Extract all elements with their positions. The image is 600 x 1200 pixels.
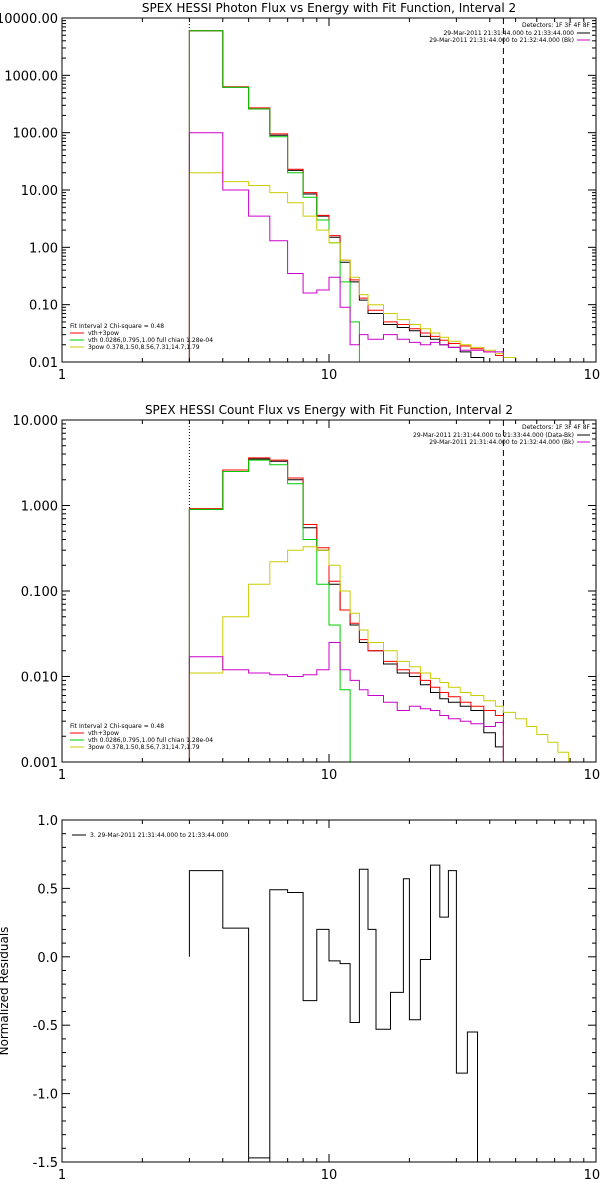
y-tick-label: 1.000: [21, 500, 58, 515]
chart-panel-2: SPEX HESSI Count Flux vs Energy with Fit…: [13, 403, 600, 783]
y-tick-label: -1.5: [33, 1156, 58, 1171]
legend-top-left: 3. 29-Mar-2011 21:31:44.000 to 21:33:44.…: [72, 832, 228, 839]
chart-title: SPEX HESSI Count Flux vs Energy with Fit…: [145, 403, 513, 417]
y-tick-label: 1.0: [37, 814, 58, 829]
legend-header: Fit Interval 2 Chi-square = 0.48: [70, 323, 164, 330]
y-tick-label: 10.00: [21, 184, 58, 199]
y-tick-label: 0.010: [21, 671, 58, 686]
y-tick-label: -0.5: [33, 1019, 58, 1034]
legend-entry-label: 3. 29-Mar-2011 21:31:44.000 to 21:33:44.…: [90, 832, 228, 839]
plot-frame: [61, 17, 597, 363]
chart-panel-1: SPEX HESSI Photon Flux vs Energy with Fi…: [0, 1, 600, 383]
y-axis: -1.5 -1.0 -0.5 0.0 0.5 1.0: [33, 814, 596, 1171]
series-line-3: [188, 30, 360, 362]
y-tick-label: 0.100: [21, 585, 58, 600]
y-axis-label: Normalized Residuals: [0, 927, 11, 1056]
series-line-4: [188, 546, 570, 762]
series-line-5: [188, 132, 504, 362]
y-tick-label: 0.5: [37, 882, 58, 897]
chart-title: SPEX HESSI Photon Flux vs Energy with Fi…: [142, 1, 516, 15]
y-tick-label: 1000.00: [4, 69, 58, 84]
x-tick-label: 100: [584, 368, 600, 383]
y-axis: 0.001 0.010 0.100 1.000 10.000: [13, 414, 596, 771]
legend-entry-label: vth 0.0286,0.795,1.00 full chian 1.28e-0…: [88, 337, 213, 344]
legend-header: Fit Interval 2 Chi-square = 0.48: [70, 723, 164, 730]
series-line-1: [188, 458, 504, 762]
legend-bottom-left: Fit Interval 2 Chi-square = 0.48vth+3pow…: [70, 723, 213, 751]
legend-entry-label: 29-Mar-2011 21:31:44.000 to 21:32:44.000…: [429, 439, 574, 446]
x-tick-label: 1: [58, 368, 66, 383]
plot-frame: [61, 819, 597, 1163]
legend-entry-label: 3pow 0.378,1.50,8.56,7.31,14.7,1.79: [88, 344, 200, 351]
y-tick-label: -1.0: [33, 1088, 58, 1103]
y-tick-label: 0.01: [29, 356, 58, 371]
x-tick-label: 1: [58, 768, 66, 783]
y-tick-label: 1.00: [29, 241, 58, 256]
y-tick-label: 10.000: [13, 414, 59, 429]
y-tick-label: 0.0: [37, 951, 58, 966]
x-tick-label: 1: [58, 1168, 66, 1183]
y-tick-label: 0.10: [29, 299, 58, 314]
series-line-2: [188, 30, 528, 362]
series-line-1: [188, 864, 478, 1162]
y-tick-label: 10000.00: [0, 12, 58, 27]
legend-header: Detectors: 1F 3F 4F 8F: [522, 22, 591, 29]
plot-area: [188, 420, 570, 762]
chart-panel-3: 1 10 100 -1.5 -1.0 -0.5 0.0 0.5 1.0 Normalized Re…: [0, 814, 600, 1183]
legend-entry-label: vth 0.0286,0.795,1.00 full chian 1.28e-0…: [88, 737, 213, 744]
x-tick-label: 10: [321, 1168, 338, 1183]
x-axis: 1 10 100: [58, 820, 600, 1183]
x-tick-label: 10: [321, 368, 338, 383]
series-line-5: [188, 642, 504, 762]
legend-entry-label: 29-Mar-2011 21:31:44.000 to 21:33:44.000…: [413, 432, 574, 439]
y-tick-label: 100.00: [13, 127, 59, 142]
series-line-3: [188, 459, 351, 762]
series-line-2: [188, 457, 504, 762]
x-tick-label: 10: [321, 768, 338, 783]
series-line-4: [188, 172, 528, 362]
plot-area: [188, 864, 478, 1162]
x-axis: 1 10 100: [58, 18, 600, 383]
legend-entry-label: 3pow 0.378,1.50,8.56,7.31,14.7,1.79: [88, 744, 200, 751]
plot-area: [188, 18, 528, 362]
legend-entry-label: vth+3pow: [88, 330, 119, 337]
legend-header: Detectors: 1F 3F 4F 8F: [522, 424, 591, 431]
x-tick-label: 100: [584, 768, 600, 783]
y-tick-label: 0.001: [21, 756, 58, 771]
legend-bottom-left: Fit Interval 2 Chi-square = 0.48vth+3pow…: [70, 323, 213, 351]
series-line-1: [188, 30, 504, 362]
legend-entry-label: 29-Mar-2011 21:31:44.000 to 21:33:44.000: [443, 30, 574, 37]
x-axis: 1 10 100: [58, 420, 600, 783]
y-axis: 0.01 0.10 1.00 10.00 100.00 1000.00 10000.00: [0, 12, 596, 371]
legend-entry-label: 29-Mar-2011 21:31:44.000 to 21:32:44.000…: [429, 37, 574, 44]
legend-entry-label: vth+3pow: [88, 730, 119, 737]
x-tick-label: 100: [584, 1168, 600, 1183]
